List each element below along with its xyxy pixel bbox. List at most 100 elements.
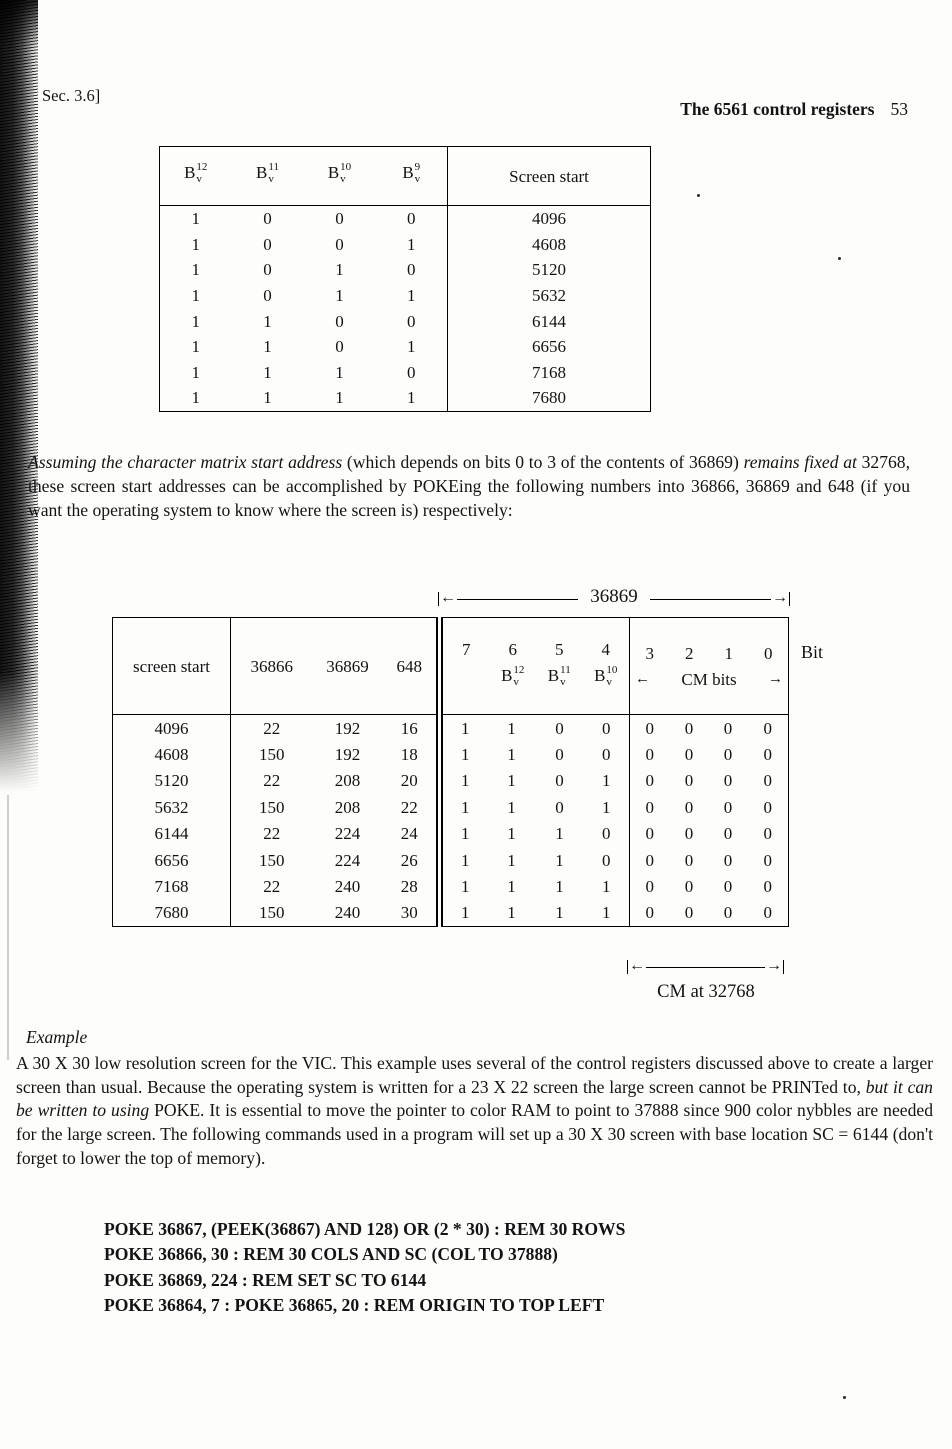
table-row: 1 0 1 0 5120 <box>160 257 651 283</box>
table-cell: 0 <box>723 797 733 817</box>
cm-bits-label-row: ← CM bits → <box>630 671 788 688</box>
table-cell: 0 <box>335 234 344 254</box>
section-label: Sec. 3.6] <box>42 86 101 105</box>
table-cell: 0 <box>555 797 564 817</box>
col-header-36869: 36869 <box>312 617 383 715</box>
table-cell: 0 <box>645 903 655 923</box>
table-cell: 1 <box>507 903 516 923</box>
table-cell: 1 <box>335 286 344 306</box>
table-cell: 0 <box>723 718 733 738</box>
left-arrow-icon: ← <box>635 670 650 687</box>
table-cell: 5120 <box>112 767 231 795</box>
table-cell: 0 <box>723 771 733 791</box>
table-cell: 240 <box>334 903 361 923</box>
table-cell: 1 <box>507 771 516 791</box>
table-cell: 0 <box>684 797 694 817</box>
table-cell: 1 <box>263 311 272 331</box>
table-cell: 0 <box>723 903 733 923</box>
table-row: 4608 150 192 18 1 1 0 0 0 0 0 0 <box>112 741 789 768</box>
table-cell: 1 <box>335 388 344 408</box>
col-header-bv10: B 10 v <box>303 146 376 206</box>
table-cell: 192 <box>334 718 361 738</box>
table-cell: 4608 <box>532 234 566 254</box>
table-cell: 0 <box>263 209 272 229</box>
table-cell: 24 <box>382 820 443 847</box>
table-cell: 0 <box>375 308 448 334</box>
table-cell: 18 <box>382 741 443 768</box>
table-cell: 0 <box>263 234 272 254</box>
table-row: 4096 22 192 16 1 1 0 0 0 0 0 0 <box>112 714 789 742</box>
table-row: 1 1 0 1 6656 <box>160 333 651 360</box>
table-cell: 0 <box>684 877 694 897</box>
table-cell: 0 <box>645 824 655 844</box>
code-line: POKE 36866, 30 : REM 30 COLS AND SC (COL… <box>104 1244 558 1265</box>
table-cell: 0 <box>763 877 773 897</box>
table-cell: 0 <box>723 850 733 870</box>
table-cell: 1 <box>507 824 516 844</box>
register-36869-span-arrow: ← 36869 → <box>438 586 790 610</box>
table-cell: 0 <box>645 850 655 870</box>
col-header-648: 648 <box>382 617 443 715</box>
table-row: 1 0 1 1 5632 <box>160 282 651 309</box>
arrow-tick <box>438 592 439 606</box>
table-cell: 1 <box>335 260 344 280</box>
table-cell: 1 <box>191 388 201 408</box>
table-cell: 0 <box>684 745 694 765</box>
table-cell: 4096 <box>532 209 566 229</box>
arrow-tick <box>783 960 784 974</box>
arrow-tick <box>789 592 790 606</box>
table-cell: 7680 <box>532 388 566 408</box>
table-cell: 1 <box>583 794 630 821</box>
table-cell: 150 <box>259 850 285 870</box>
table-cell: 1 <box>191 311 201 331</box>
table-cell: 5120 <box>532 260 566 280</box>
cm-bits-label: CM bits <box>681 669 737 689</box>
example-paragraph: A 30 X 30 low resolution screen for the … <box>16 1053 933 1168</box>
table-cell: 1 <box>375 333 448 360</box>
table-cell: 0 <box>645 877 655 897</box>
table-row: 1 1 0 0 6144 <box>160 308 651 334</box>
code-line: POKE 36867, (PEEK(36867) AND 128) OR (2 … <box>104 1219 626 1239</box>
basic-code-listing: POKE 36867, (PEEK(36867) AND 128) OR (2 … <box>104 1217 625 1318</box>
table-cell: 1 <box>555 903 564 923</box>
scan-speck <box>838 257 841 260</box>
table-cell: 0 <box>555 745 564 765</box>
table-cell: 0 <box>645 797 655 817</box>
table-cell: 4608 <box>112 741 231 768</box>
table-cell: 0 <box>763 771 773 791</box>
table-cell: 1 <box>461 797 470 817</box>
table-cell: 1 <box>507 850 516 870</box>
col-header-bv11: B 11 v <box>231 146 304 206</box>
table-cell: 224 <box>334 850 361 870</box>
table-cell: 1 <box>555 877 564 897</box>
example-heading: Example <box>26 1027 88 1047</box>
table-cell: 7168 <box>532 362 566 382</box>
table-row: 6144 22 224 24 1 1 1 0 0 0 0 0 <box>112 820 789 847</box>
table-cell: 6656 <box>532 337 566 357</box>
left-arrow-icon: ← <box>629 957 645 974</box>
table-cell: 0 <box>723 877 733 897</box>
table-cell: 5632 <box>532 286 566 306</box>
table-cell: 1 <box>461 850 470 870</box>
table-cell: 1 <box>507 718 516 738</box>
table-cell: 1 <box>583 873 630 900</box>
table-cell: 0 <box>335 311 344 331</box>
table-cell: 6656 <box>112 846 231 874</box>
table-cell: 150 <box>259 797 285 817</box>
table-cell: 1 <box>263 362 272 382</box>
table-cell: 1 <box>461 877 470 897</box>
table-cell: 1 <box>375 282 448 309</box>
table-cell: 1 <box>583 899 630 927</box>
table-cell: 0 <box>684 771 694 791</box>
table-cell: 240 <box>334 877 361 897</box>
table-cell: 6144 <box>532 311 566 331</box>
table-cell: 1 <box>191 260 201 280</box>
table-cell: 28 <box>382 873 443 900</box>
table-cell: 0 <box>375 359 448 386</box>
right-arrow-icon: → <box>772 589 788 606</box>
table-cell: 0 <box>763 745 773 765</box>
